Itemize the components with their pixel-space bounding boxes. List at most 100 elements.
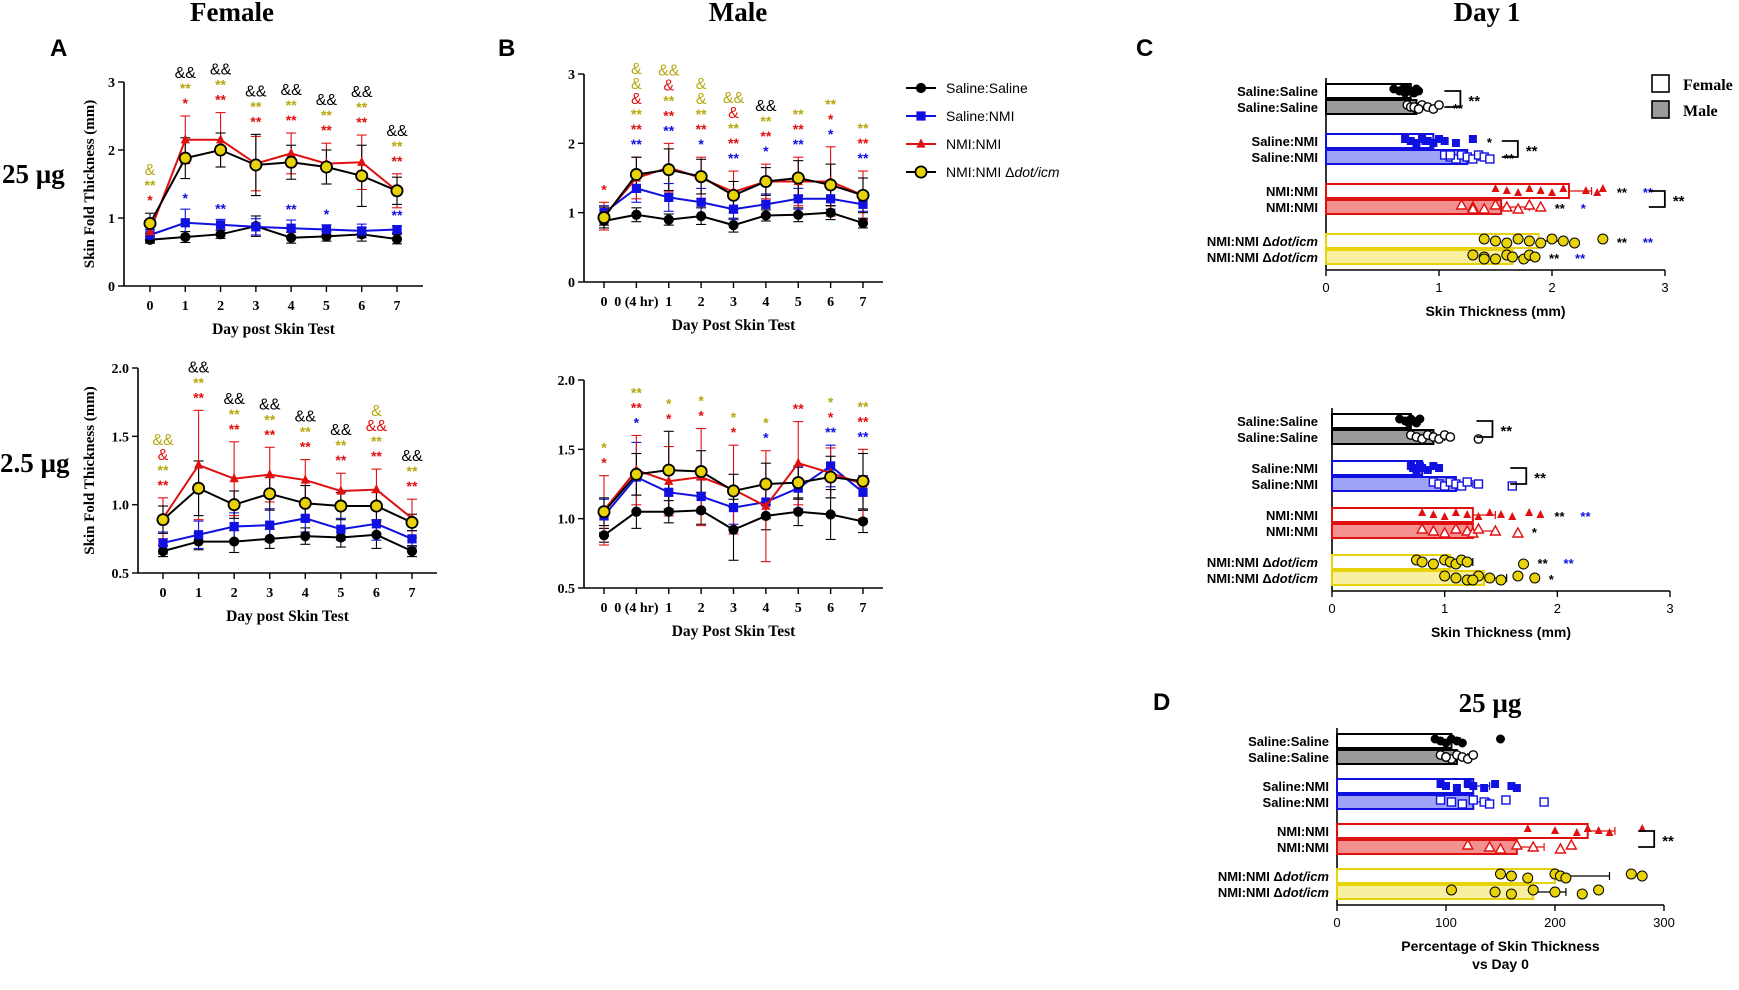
data-point (390, 184, 404, 198)
data-point (1440, 137, 1449, 145)
significance-mark: * (147, 192, 153, 208)
significance-mark: ** (728, 135, 739, 151)
data-point (1501, 237, 1513, 249)
data-point (1506, 251, 1518, 263)
significance-mark: ** (1643, 235, 1654, 250)
significance-mark: * (1487, 135, 1493, 150)
significance-mark: * (601, 181, 607, 197)
group-label: NMI:NMI (1266, 508, 1318, 523)
legend-swatch (1651, 74, 1670, 93)
data-point (391, 233, 403, 245)
x-tick-label: 2 (698, 601, 705, 616)
y-tick-label: 1.5 (558, 443, 576, 458)
x-tick-label: 2 (1548, 280, 1555, 295)
significance-mark: * (698, 408, 704, 424)
data-point (1525, 184, 1534, 192)
data-point (826, 461, 836, 471)
significance-mark: ** (663, 122, 674, 138)
significance-mark: ** (631, 384, 642, 400)
y-tick-label: 0 (568, 276, 575, 291)
significance-mark: ** (760, 128, 771, 144)
legend-label: Male (1683, 103, 1718, 120)
data-point (1536, 510, 1545, 518)
data-point (178, 151, 192, 165)
bracket-mark: ** (1468, 93, 1480, 110)
y-tick-label: 1 (568, 207, 575, 222)
data-point (824, 470, 838, 484)
x-tick-label: 5 (795, 601, 802, 616)
data-point (1445, 884, 1457, 896)
data-point (1625, 868, 1637, 880)
data-point (1569, 237, 1581, 249)
significance-mark: * (828, 409, 834, 425)
x-tick-label: 0 (160, 586, 167, 601)
data-point (793, 457, 803, 467)
x-tick-label: 6 (373, 586, 380, 601)
data-point (357, 226, 367, 236)
data-point (694, 170, 708, 184)
data-point (826, 194, 836, 204)
data-point (727, 188, 741, 202)
significance-mark: && (330, 422, 352, 439)
data-point (1514, 188, 1523, 196)
group-label: NMI:NMI Δdot/icm (1207, 555, 1319, 570)
data-point (1414, 86, 1424, 96)
x-tick-label: 4 (288, 299, 295, 314)
data-point (825, 509, 836, 520)
series-legend: Saline:Saline Saline:NMI NMI:NMI NMI:NMI Δd… (906, 80, 1060, 180)
data-point-open (1507, 481, 1517, 491)
data-point (1418, 464, 1427, 472)
data-point (1427, 558, 1439, 570)
data-point (1467, 249, 1479, 261)
data-point (1527, 884, 1539, 896)
x-tick-label: 4 (762, 601, 769, 616)
data-point (1457, 738, 1467, 748)
x-axis-title: Day Post Skin Test (672, 623, 796, 640)
data-point (1442, 782, 1450, 790)
data-point (1429, 510, 1438, 518)
data-point (696, 505, 707, 516)
panel-letter-d: D (1153, 689, 1170, 716)
data-point (407, 534, 417, 544)
group-label-italic: dot/icm (1272, 250, 1319, 265)
data-point-open (1511, 526, 1525, 538)
x-tick-label: 0 (4 hr) (614, 295, 659, 310)
data-point (1468, 135, 1477, 143)
row-label-2-5ug: 2.5 µg (0, 448, 70, 478)
bar-female (1336, 868, 1556, 884)
data-point (1429, 462, 1438, 470)
panel-letter-a: A (50, 35, 67, 62)
data-point (1451, 139, 1460, 147)
data-point-open (1466, 202, 1480, 214)
legend-label: Saline:Saline (946, 80, 1028, 96)
group-label: NMI:NMI (1266, 184, 1318, 199)
significance-mark: * (731, 409, 737, 425)
data-point (759, 174, 773, 188)
group-label: NMI:NMI Δdot/icm (1218, 869, 1330, 884)
data-point-open (1484, 799, 1495, 809)
data-point (392, 224, 402, 235)
data-point (761, 500, 771, 510)
data-point-open (1527, 840, 1540, 852)
data-point (1551, 826, 1559, 834)
significance-mark: * (601, 440, 607, 456)
x-tick-label: 3 (1666, 601, 1673, 616)
significance-mark: ** (793, 136, 804, 152)
significance-bracket (1510, 467, 1528, 485)
group-label-italic: dot/icm (1283, 869, 1330, 884)
data-point (696, 211, 707, 222)
data-point (696, 491, 706, 502)
data-point (631, 506, 642, 517)
group-label: NMI:NMI Δdot/icm (1207, 571, 1319, 586)
data-point (1512, 570, 1524, 582)
data-point (249, 158, 263, 172)
legend-swatch (1651, 100, 1670, 119)
significance-mark: ** (663, 92, 674, 108)
data-point-open (1500, 200, 1513, 212)
group-label-text: NMI:NMI Δ (1207, 234, 1272, 249)
significance-mark: && (175, 65, 197, 82)
bar-female (1331, 507, 1474, 523)
data-point (694, 465, 708, 479)
data-point (597, 211, 611, 225)
data-point (1508, 512, 1517, 520)
